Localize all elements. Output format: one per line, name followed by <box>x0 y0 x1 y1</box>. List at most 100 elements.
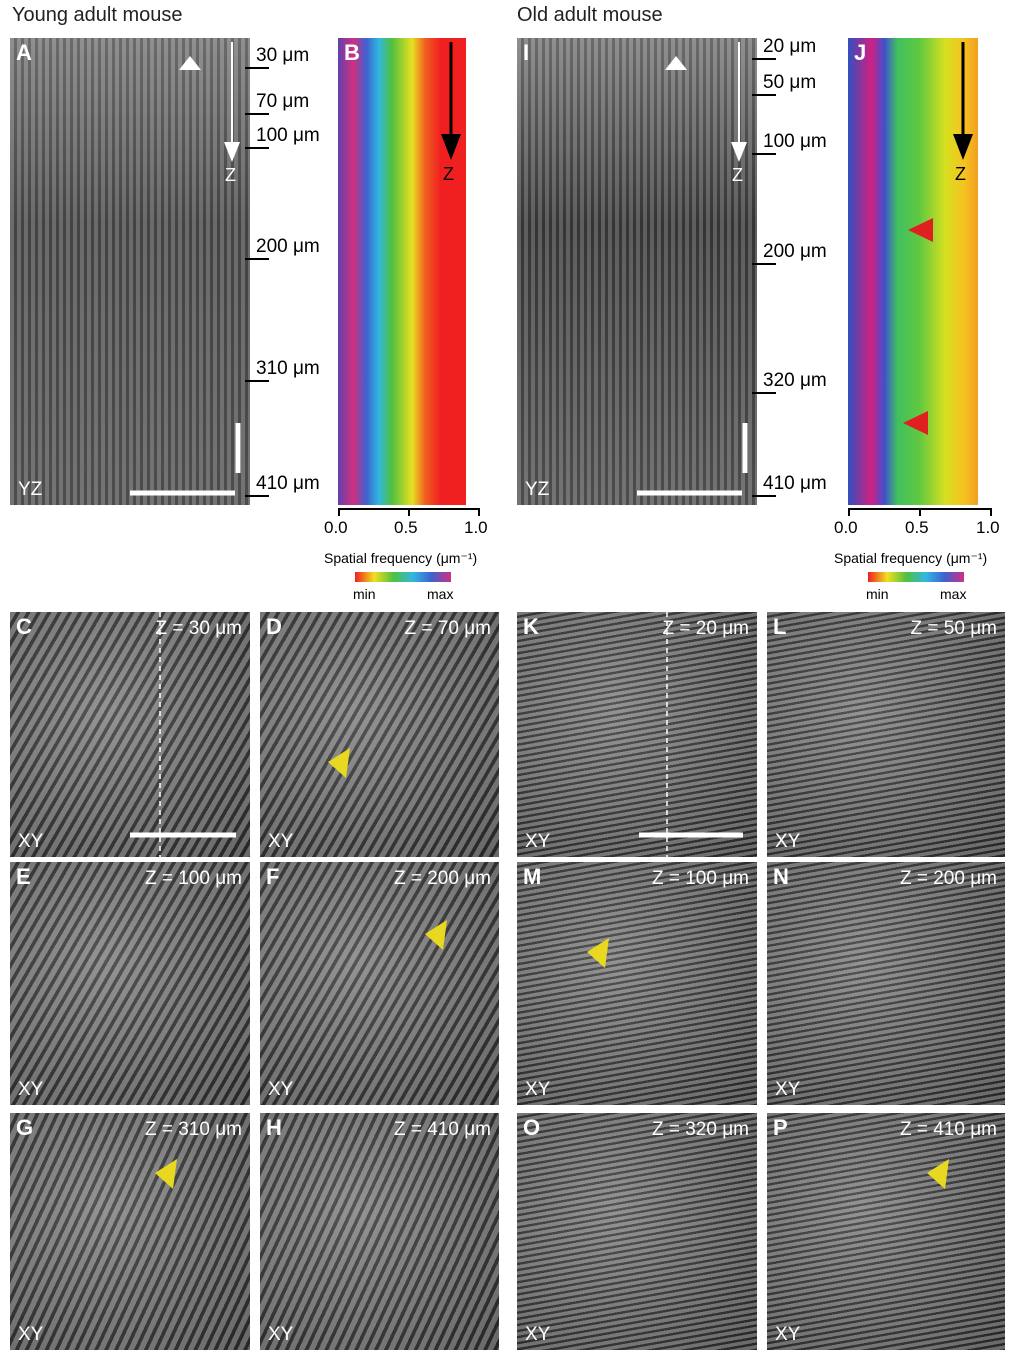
x-tick-label: 0.0 <box>324 518 348 538</box>
xy-overlay <box>260 1113 499 1350</box>
panel-letter: B <box>344 40 360 66</box>
depth-label: 100 μm <box>256 125 320 147</box>
arrow-label: Z <box>225 165 236 186</box>
xy-image: F Z = 200 μm XY <box>260 862 499 1105</box>
view-label: XY <box>18 1079 43 1101</box>
view-label: XY <box>268 831 293 853</box>
yz-overlay <box>517 38 757 505</box>
depth-tick <box>245 67 269 69</box>
depth-label: 410 μm <box>256 473 320 495</box>
view-label: XY <box>525 831 550 853</box>
xy-overlay <box>517 1113 757 1350</box>
depth-label: Z = 410 μm <box>394 1119 491 1141</box>
x-axis-title: Spatial frequency (μm⁻¹) <box>324 550 477 567</box>
panel-letter: L <box>773 614 786 640</box>
colorbar-max: max <box>427 586 453 602</box>
depth-tick <box>752 153 776 155</box>
panel-letter: N <box>773 864 789 890</box>
view-label: XY <box>525 1324 550 1346</box>
panel-letter: P <box>773 1115 788 1141</box>
arrow-label: Z <box>955 164 966 185</box>
depth-tick <box>245 147 269 149</box>
depth-label: 20 μm <box>763 36 816 58</box>
x-axis-title: Spatial frequency (μm⁻¹) <box>834 550 987 567</box>
depth-label: Z = 320 μm <box>652 1119 749 1141</box>
xy-overlay <box>767 612 1005 857</box>
x-tick-label: 1.0 <box>464 518 488 538</box>
depth-tick <box>245 258 269 260</box>
view-label: XY <box>775 831 800 853</box>
depth-label: Z = 200 μm <box>394 868 491 890</box>
depth-label: 70 μm <box>256 91 309 113</box>
xy-overlay <box>10 612 250 857</box>
depth-tick <box>752 392 776 394</box>
yz-overlay <box>10 38 250 505</box>
depth-label: Z = 100 μm <box>652 868 749 890</box>
depth-label: 200 μm <box>256 236 320 258</box>
view-label: XY <box>525 1079 550 1101</box>
xy-overlay <box>260 862 499 1105</box>
xy-overlay <box>10 862 250 1105</box>
x-tick <box>478 508 480 516</box>
view-label: YZ <box>525 479 549 501</box>
depth-label: Z = 70 μm <box>405 618 491 640</box>
panel-letter: E <box>16 864 31 890</box>
x-tick <box>408 508 410 516</box>
panel-letter: F <box>266 864 279 890</box>
x-tick <box>848 508 850 516</box>
depth-label: 320 μm <box>763 370 827 392</box>
view-label: XY <box>775 1079 800 1101</box>
depth-label: 310 μm <box>256 358 320 380</box>
x-tick-label: 1.0 <box>976 518 1000 538</box>
depth-label: 50 μm <box>763 72 816 94</box>
depth-label: Z = 50 μm <box>911 618 997 640</box>
view-label: YZ <box>18 479 42 501</box>
view-label: XY <box>775 1324 800 1346</box>
panel-letter: J <box>854 40 866 66</box>
colorbar-max: max <box>940 586 966 602</box>
depth-label: 200 μm <box>763 241 827 263</box>
depth-label: Z = 30 μm <box>156 618 242 640</box>
xy-overlay <box>10 1113 250 1350</box>
x-tick <box>919 508 921 516</box>
depth-tick <box>245 380 269 382</box>
view-label: XY <box>268 1079 293 1101</box>
x-tick-label: 0.0 <box>834 518 858 538</box>
colorbar-min: min <box>353 586 376 602</box>
xy-image: L Z = 50 μm XY <box>767 612 1005 857</box>
depth-tick <box>245 495 269 497</box>
depth-label: 410 μm <box>763 473 827 495</box>
panel-letter: D <box>266 614 282 640</box>
view-label: XY <box>18 1324 43 1346</box>
heatmap-overlay <box>848 38 978 505</box>
arrow-label: Z <box>732 165 743 186</box>
arrow-label: Z <box>443 164 454 185</box>
depth-tick <box>245 113 269 115</box>
x-tick-label: 0.5 <box>394 518 418 538</box>
panel-group-title: Young adult mouse <box>12 4 183 27</box>
depth-label: Z = 200 μm <box>900 868 997 890</box>
panel-letter: K <box>523 614 539 640</box>
xy-image: N Z = 200 μm XY <box>767 862 1005 1105</box>
colorbar <box>868 572 964 582</box>
panel-letter: H <box>266 1115 282 1141</box>
xy-overlay <box>767 1113 1005 1350</box>
view-label: XY <box>18 831 43 853</box>
xy-overlay <box>767 862 1005 1105</box>
figure: Young adult mouseOld adult mouse AYZZ30 … <box>0 0 1010 1350</box>
panel-letter: G <box>16 1115 33 1141</box>
colorbar-min: min <box>866 586 889 602</box>
depth-tick <box>752 495 776 497</box>
depth-label: 100 μm <box>763 131 827 153</box>
